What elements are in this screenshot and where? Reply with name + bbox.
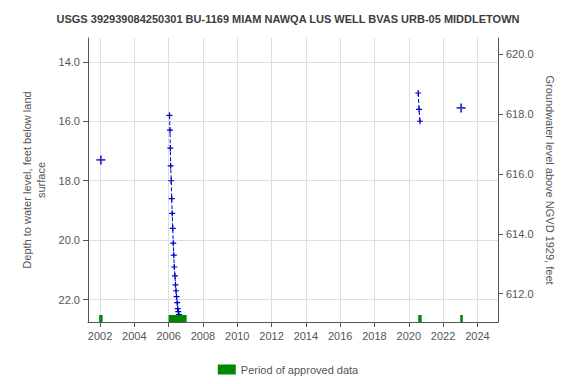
- svg-text:22.0: 22.0: [59, 294, 80, 306]
- svg-text:620.0: 620.0: [506, 48, 534, 60]
- svg-text:2020: 2020: [397, 330, 421, 342]
- svg-text:Period of approved data: Period of approved data: [241, 364, 359, 376]
- svg-text:18.0: 18.0: [59, 175, 80, 187]
- svg-text:Groundwater level above NGVD 1: Groundwater level above NGVD 1929, feet: [544, 75, 556, 284]
- svg-text:2016: 2016: [328, 330, 352, 342]
- svg-text:2008: 2008: [191, 330, 215, 342]
- svg-text:2004: 2004: [122, 330, 146, 342]
- svg-text:2012: 2012: [259, 330, 283, 342]
- svg-text:20.0: 20.0: [59, 234, 80, 246]
- svg-text:616.0: 616.0: [506, 168, 534, 180]
- svg-text:14.0: 14.0: [59, 56, 80, 68]
- svg-text:612.0: 612.0: [506, 288, 534, 300]
- svg-text:2014: 2014: [294, 330, 318, 342]
- svg-text:USGS 392939084250301 BU-1169 M: USGS 392939084250301 BU-1169 MIAM NAWQA …: [57, 13, 520, 25]
- svg-text:16.0: 16.0: [59, 115, 80, 127]
- svg-text:2006: 2006: [156, 330, 180, 342]
- svg-text:2010: 2010: [225, 330, 249, 342]
- svg-text:surface: surface: [35, 162, 47, 198]
- svg-text:2018: 2018: [362, 330, 386, 342]
- svg-text:614.0: 614.0: [506, 228, 534, 240]
- svg-text:2002: 2002: [88, 330, 112, 342]
- svg-text:Depth to water level, feet bel: Depth to water level, feet below land: [21, 91, 33, 268]
- svg-text:618.0: 618.0: [506, 108, 534, 120]
- svg-text:2022: 2022: [431, 330, 455, 342]
- svg-text:2024: 2024: [465, 330, 489, 342]
